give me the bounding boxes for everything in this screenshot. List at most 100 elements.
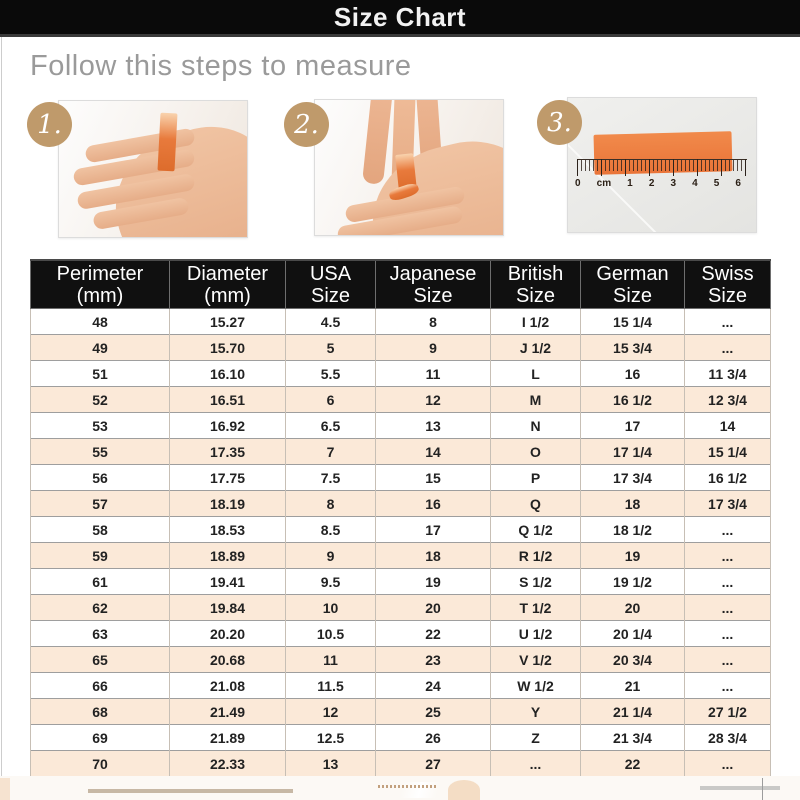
- cutoff-shape: [448, 780, 480, 800]
- table-cell: 10.5: [285, 620, 376, 647]
- table-cell: 13: [285, 750, 376, 777]
- table-cell: 57: [30, 490, 170, 517]
- table-cell: 68: [30, 698, 170, 725]
- upper-hand-finger: [362, 100, 393, 185]
- table-cell: 15 3/4: [580, 334, 685, 361]
- ruler-labels: 0 cm 1 2 3 4 5 6: [575, 178, 741, 189]
- table-cell: 48: [30, 308, 170, 335]
- table-cell: 14: [684, 412, 771, 439]
- table-cell: 21 3/4: [580, 724, 685, 751]
- table-cell: 14: [375, 438, 491, 465]
- table-cell: 11: [375, 360, 491, 387]
- ruler-tick-label: 4: [692, 178, 698, 189]
- table-cell: 21: [580, 672, 685, 699]
- table-row: 70 22.33 13 27... 22...: [30, 750, 771, 777]
- table-cell: 18.19: [169, 490, 286, 517]
- table-cell: 27: [375, 750, 491, 777]
- table-cell: Q: [490, 490, 581, 517]
- table-cell: 16.51: [169, 386, 286, 413]
- table-cell: N: [490, 412, 581, 439]
- table-cell: 13: [375, 412, 491, 439]
- table-cell: 27 1/2: [684, 698, 771, 725]
- table-row: 53 16.92 6.5 13 N 17 14: [30, 412, 771, 439]
- step-2-badge: 2.: [284, 102, 329, 147]
- ruler-tick-label: 2: [648, 178, 655, 189]
- table-row: 48 15.27 4.5 8 I 1/2 15 1/4...: [30, 308, 771, 335]
- table-cell: 28 3/4: [684, 724, 771, 751]
- column-header: USA Size: [285, 259, 376, 309]
- table-cell: 69: [30, 724, 170, 751]
- table-cell: 26: [375, 724, 491, 751]
- table-cell: 18 1/2: [580, 516, 685, 543]
- table-cell: 4.5: [285, 308, 376, 335]
- column-header-line2: (mm): [204, 284, 251, 307]
- table-cell: 56: [30, 464, 170, 491]
- table-cell: Y: [490, 698, 581, 725]
- column-header-line1: Japanese: [389, 262, 477, 285]
- table-cell: 11.5: [285, 672, 376, 699]
- table-cell: ...: [684, 516, 771, 543]
- table-cell: 55: [30, 438, 170, 465]
- table-cell: ...: [684, 334, 771, 361]
- table-cell: R 1/2: [490, 542, 581, 569]
- ruler-tick-label: 3: [670, 178, 677, 189]
- table-cell: 21.49: [169, 698, 286, 725]
- column-header: British Size: [490, 259, 581, 309]
- table-cell: 18: [580, 490, 685, 517]
- table-cell: 22: [375, 620, 491, 647]
- table-cell: 22.33: [169, 750, 286, 777]
- table-cell: 19.41: [169, 568, 286, 595]
- table-cell: 12: [285, 698, 376, 725]
- table-row: 63 20.20 10.5 22 U 1/2 20 1/4...: [30, 620, 771, 647]
- table-row: 65 20.68 11 23 V 1/2 20 3/4...: [30, 646, 771, 673]
- table-cell: O: [490, 438, 581, 465]
- column-header-line1: USA: [309, 262, 352, 285]
- table-cell: 22: [580, 750, 685, 777]
- table-cell: 5.5: [285, 360, 376, 387]
- table-cell: 7.5: [285, 464, 376, 491]
- table-cell: M: [490, 386, 581, 413]
- table-row: 51 16.10 5.5 11 L 16 11 3/4: [30, 360, 771, 387]
- table-cell: 19: [375, 568, 491, 595]
- table-cell: 24: [375, 672, 491, 699]
- table-cell: 12.5: [285, 724, 376, 751]
- table-cell: 8: [375, 308, 491, 335]
- cutoff-shape: [700, 786, 780, 790]
- step-2-number: 2.: [294, 109, 319, 140]
- table-row: 58 18.53 8.5 17 Q 1/2 18 1/2...: [30, 516, 771, 543]
- table-cell: ...: [490, 750, 581, 777]
- table-cell: L: [490, 360, 581, 387]
- table-row: 61 19.41 9.5 19 S 1/2 19 1/2...: [30, 568, 771, 595]
- table-cell: 19: [580, 542, 685, 569]
- table-cell: 20: [375, 594, 491, 621]
- table-cell: 10: [285, 594, 376, 621]
- column-header: Diameter (mm): [169, 259, 286, 309]
- column-header-line2: Size: [708, 284, 747, 307]
- table-cell: 66: [30, 672, 170, 699]
- table-cell: 21.08: [169, 672, 286, 699]
- table-cell: 12: [375, 386, 491, 413]
- table-cell: 15.27: [169, 308, 286, 335]
- table-cell: 25: [375, 698, 491, 725]
- table-cell: 23: [375, 646, 491, 673]
- ruler-tick-label: 5: [713, 178, 720, 189]
- ruler-tick-label: 1: [627, 178, 633, 189]
- table-cell: P: [490, 464, 581, 491]
- cutoff-shape: [88, 789, 293, 793]
- table-cell: 61: [30, 568, 170, 595]
- table-row: 55 17.35 7 14 O 17 1/4 15 1/4: [30, 438, 771, 465]
- size-table-header-row: Perimeter (mm) Diameter (mm) USA Size Japanese…: [30, 259, 771, 309]
- step-3-badge: 3.: [537, 100, 582, 145]
- table-cell: 18.89: [169, 542, 286, 569]
- table-cell: 18: [375, 542, 491, 569]
- column-header-line1: Swiss: [701, 262, 754, 285]
- table-cell: 11: [285, 646, 376, 673]
- table-cell: 53: [30, 412, 170, 439]
- table-cell: 16: [375, 490, 491, 517]
- column-header: Perimeter (mm): [30, 259, 170, 309]
- table-cell: W 1/2: [490, 672, 581, 699]
- table-cell: 15 1/4: [580, 308, 685, 335]
- instructions-heading: Follow this steps to measure: [30, 50, 412, 82]
- cutoff-shape: [378, 785, 438, 788]
